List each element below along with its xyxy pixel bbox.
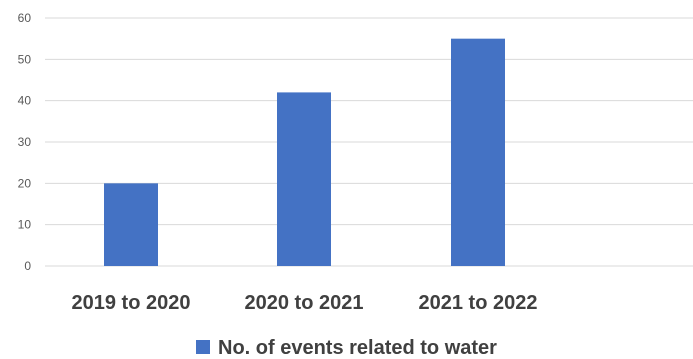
legend: No. of events related to water bbox=[196, 337, 497, 359]
bar bbox=[451, 38, 505, 266]
y-tick-label: 60 bbox=[18, 11, 32, 25]
y-tick-label: 10 bbox=[18, 218, 32, 232]
y-tick-label: 50 bbox=[18, 52, 32, 66]
x-tick-label: 2021 to 2022 bbox=[419, 292, 538, 314]
y-axis-ticks: 0 10 20 30 40 50 60 bbox=[18, 11, 32, 273]
legend-swatch bbox=[196, 340, 210, 354]
y-tick-label: 30 bbox=[18, 135, 32, 149]
y-tick-label: 0 bbox=[24, 259, 31, 273]
x-tick-label: 2020 to 2021 bbox=[245, 292, 364, 314]
legend-label: No. of events related to water bbox=[218, 337, 497, 359]
bar bbox=[104, 183, 158, 266]
bars bbox=[104, 38, 505, 267]
x-tick-label: 2019 to 2020 bbox=[72, 292, 191, 314]
bar bbox=[277, 92, 331, 267]
y-tick-label: 20 bbox=[18, 176, 32, 190]
x-axis-ticks: 2019 to 2020 2020 to 2021 2021 to 2022 bbox=[72, 292, 538, 314]
y-tick-label: 40 bbox=[18, 94, 32, 108]
